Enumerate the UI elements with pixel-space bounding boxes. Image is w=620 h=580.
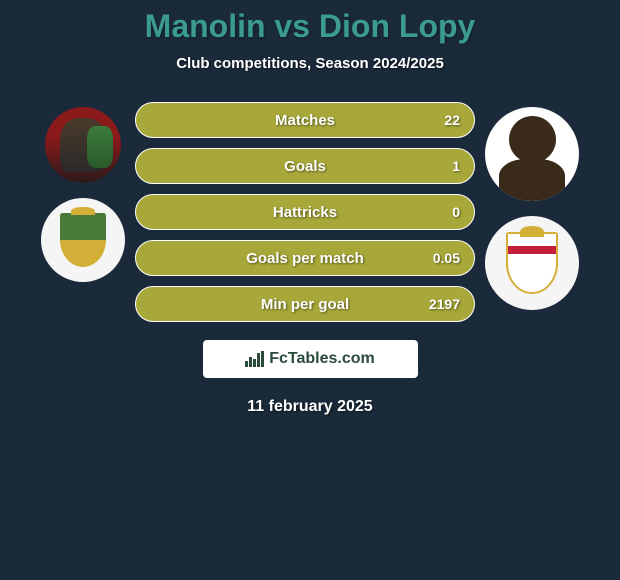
infographic-container: Manolin vs Dion Lopy Club competitions, … bbox=[0, 0, 620, 416]
right-avatar-column bbox=[485, 102, 579, 310]
subtitle: Club competitions, Season 2024/2025 bbox=[0, 55, 620, 72]
stat-label: Hattricks bbox=[273, 204, 337, 221]
content-row: Matches 22 Goals 1 Hattricks 0 Goals per… bbox=[0, 102, 620, 322]
stat-value: 2197 bbox=[429, 296, 460, 312]
stat-label: Min per goal bbox=[261, 296, 349, 313]
stat-value: 22 bbox=[444, 112, 460, 128]
stat-label: Matches bbox=[275, 112, 335, 129]
stat-bar-goals: Goals 1 bbox=[135, 148, 475, 184]
page-title: Manolin vs Dion Lopy bbox=[0, 8, 620, 45]
stat-value: 1 bbox=[452, 158, 460, 174]
player-right-photo bbox=[485, 107, 579, 201]
left-avatar-column bbox=[41, 102, 125, 282]
stat-label: Goals bbox=[284, 158, 326, 175]
stat-bar-matches: Matches 22 bbox=[135, 102, 475, 138]
date-text: 11 february 2025 bbox=[0, 398, 620, 416]
branding-text: FcTables.com bbox=[269, 350, 375, 368]
club-left-logo bbox=[41, 198, 125, 282]
shield-icon bbox=[60, 213, 106, 268]
stats-column: Matches 22 Goals 1 Hattricks 0 Goals per… bbox=[135, 102, 475, 322]
chart-icon bbox=[245, 351, 264, 367]
stat-bar-min-per-goal: Min per goal 2197 bbox=[135, 286, 475, 322]
stat-label: Goals per match bbox=[246, 250, 364, 267]
club-right-logo bbox=[485, 216, 579, 310]
stat-bar-hattricks: Hattricks 0 bbox=[135, 194, 475, 230]
player-left-photo bbox=[45, 107, 121, 183]
branding-badge: FcTables.com bbox=[203, 340, 418, 378]
stat-bar-goals-per-match: Goals per match 0.05 bbox=[135, 240, 475, 276]
stat-value: 0 bbox=[452, 204, 460, 220]
shield-icon bbox=[506, 232, 558, 293]
stat-value: 0.05 bbox=[433, 250, 460, 266]
